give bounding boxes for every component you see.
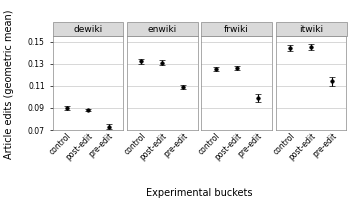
Text: dewiki: dewiki xyxy=(73,24,103,33)
Text: Experimental buckets: Experimental buckets xyxy=(146,188,253,198)
Text: itwiki: itwiki xyxy=(299,24,323,33)
Text: enwiki: enwiki xyxy=(148,24,177,33)
Text: frwiki: frwiki xyxy=(224,24,249,33)
Text: Article edits (geometric mean): Article edits (geometric mean) xyxy=(4,9,14,159)
